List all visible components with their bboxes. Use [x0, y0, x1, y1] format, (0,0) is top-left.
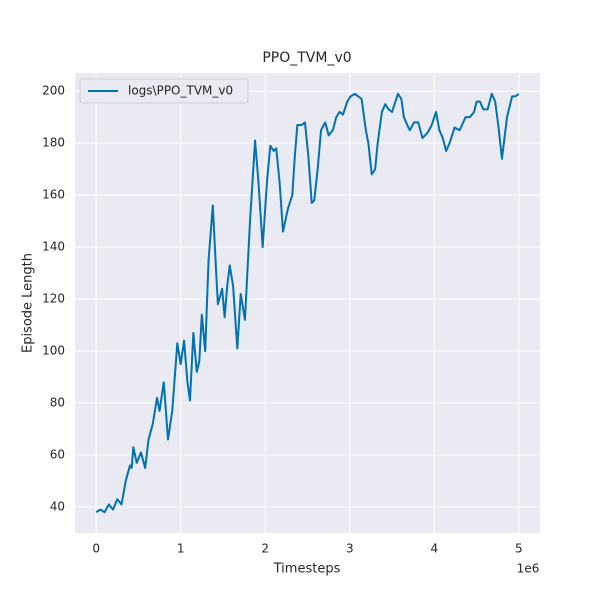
x-tick-label: 2	[261, 542, 269, 556]
y-axis-label: Episode Length	[21, 253, 36, 353]
y-tick-label: 140	[42, 240, 65, 254]
chart-title: PPO_TVM_v0	[262, 50, 351, 66]
x-tick-label: 3	[346, 542, 354, 556]
x-tick-label: 0	[92, 542, 100, 556]
data-line	[95, 92, 520, 514]
x-offset-label: 1e6	[517, 562, 540, 576]
y-tick-label: 160	[42, 188, 65, 202]
legend-box	[79, 78, 249, 104]
x-tick-label: 4	[430, 542, 438, 556]
y-tick-label: 40	[50, 500, 65, 514]
y-tick-label: 100	[42, 344, 65, 358]
x-tick-label: 1	[177, 542, 185, 556]
x-axis-label: Timesteps	[273, 562, 341, 577]
y-tick-label: 200	[42, 84, 65, 98]
x-tick-label: 5	[515, 542, 523, 556]
y-tick-label: 180	[42, 136, 65, 150]
y-tick-label: 120	[42, 292, 65, 306]
y-tick-label: 60	[50, 448, 65, 462]
legend-label: logs\PPO_TVM_v0	[128, 84, 233, 98]
y-tick-label: 80	[50, 396, 65, 410]
